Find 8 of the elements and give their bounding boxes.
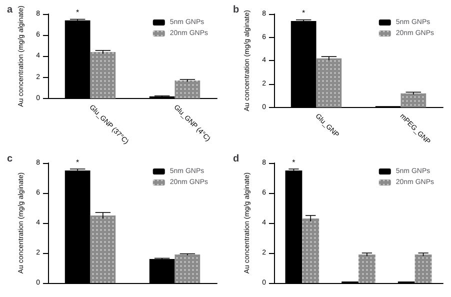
chart-title: b [233, 4, 240, 16]
chart-title: d [233, 154, 240, 164]
chart-title: c [7, 154, 13, 164]
data-label: * [76, 8, 80, 17]
data-label: * [302, 8, 306, 18]
data-label: * [292, 158, 296, 167]
chart-title: a [7, 4, 13, 16]
data-label: * [76, 158, 80, 167]
